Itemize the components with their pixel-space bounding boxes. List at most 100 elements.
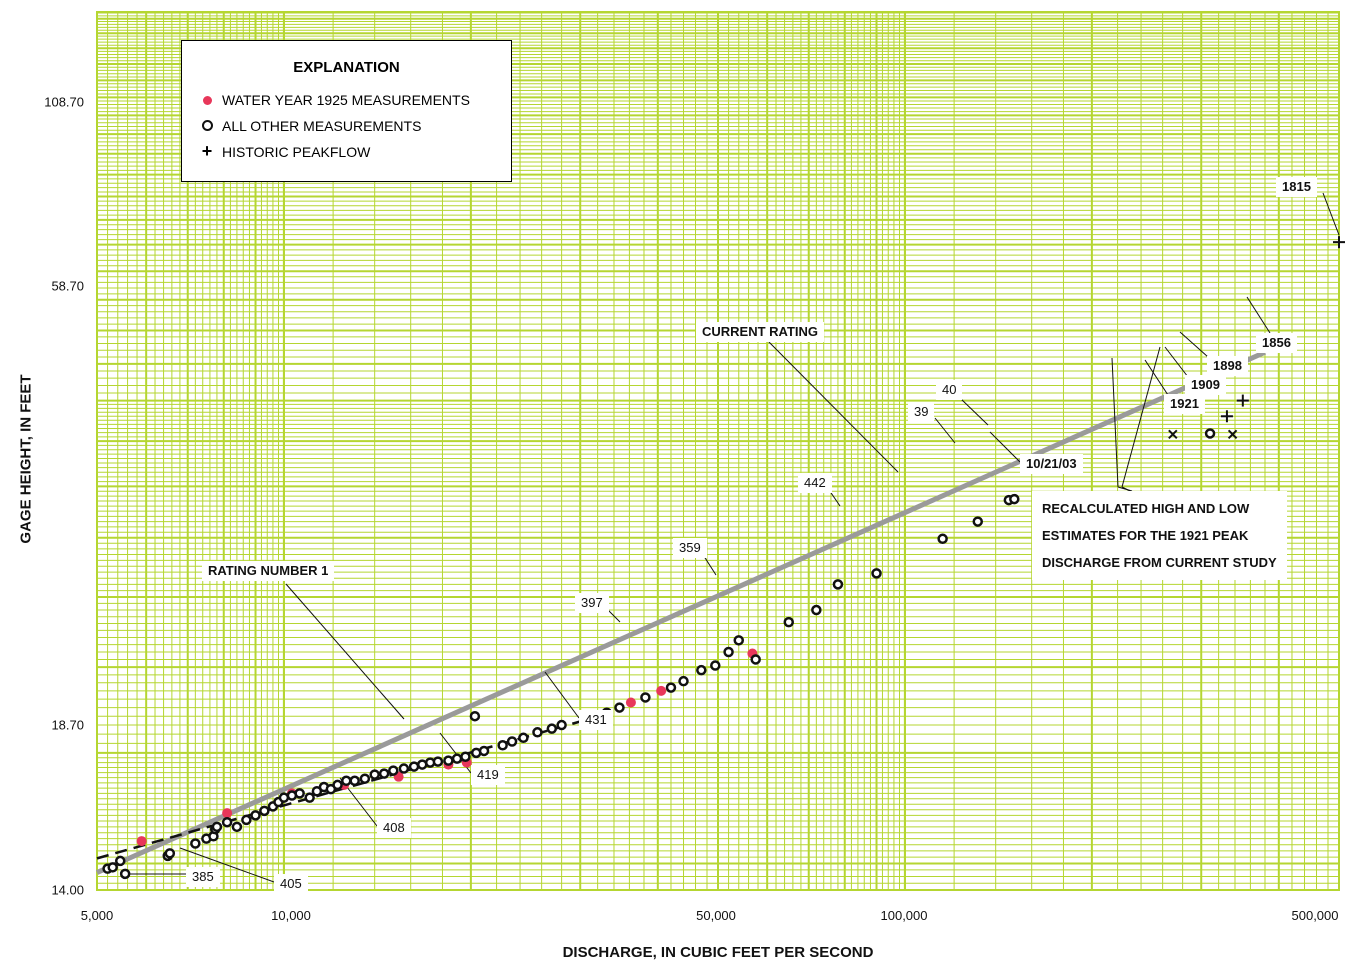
measurement-point (478, 745, 490, 757)
y-tick-label: 14.00 (51, 882, 84, 898)
water-year-1925-point (625, 697, 636, 708)
y-tick-label: 58.70 (51, 278, 84, 294)
measurement-point (723, 646, 734, 658)
x-axis-label: DISCHARGE, IN CUBIC FEET PER SECOND (562, 944, 874, 961)
current-rating-label: CURRENT RATING (696, 322, 825, 342)
annotation-label: 10/21/03 (1020, 454, 1083, 474)
y-tick-label: 108.70 (44, 94, 84, 110)
annotation-leader (1246, 296, 1271, 334)
measurement-point (241, 814, 252, 826)
measurement-point (451, 753, 463, 764)
measurement-point (231, 821, 243, 833)
annotation-label: 408 (377, 818, 411, 838)
measurement-point (221, 816, 233, 828)
measurement-point (211, 821, 223, 833)
y-tick-label: 18.70 (51, 717, 84, 733)
annotation-label: 431 (579, 710, 613, 730)
annotation-leader (1164, 346, 1189, 378)
measurement-point (369, 769, 380, 780)
legend-entry: ALL OTHER MEASUREMENTS (200, 118, 421, 134)
measurement-point (546, 723, 558, 734)
annotation-leader (1144, 359, 1169, 396)
measurement-point (783, 616, 795, 628)
annotation-leader (179, 847, 275, 883)
annotation-label: 442 (798, 473, 832, 493)
measurement-point (640, 692, 651, 703)
annotation-leader (544, 671, 580, 719)
current-rating-line (95, 349, 1267, 875)
measurement-point (710, 660, 721, 671)
measurement-point (497, 740, 508, 751)
measurement-point (107, 862, 118, 873)
measurement-point (349, 775, 360, 787)
historic-peakflow-point (1236, 394, 1249, 407)
legend-title: EXPLANATION (293, 59, 400, 76)
annotation-leader (1117, 486, 1133, 492)
measurement-point (832, 579, 844, 590)
x-tick-label: 100,000 (880, 908, 928, 923)
annotation-label: 405 (274, 874, 308, 894)
y-axis-label: GAGE HEIGHT, IN FEET (17, 374, 35, 544)
x-tick-label: 10,000 (271, 908, 311, 923)
recalculated-estimates-note: RECALCULATED HIGH AND LOW ESTIMATES FOR … (1032, 491, 1287, 580)
measurement-point (678, 675, 689, 687)
recalculated-estimate-point (1227, 429, 1238, 440)
annotation-label: 1815 (1276, 177, 1317, 197)
chart-legend: EXPLANATION WATER YEAR 1925 MEASUREMENTS… (181, 40, 512, 182)
measurement-point (469, 710, 481, 722)
measurement-point (460, 751, 471, 762)
annotation-label: 1856 (1256, 333, 1297, 353)
annotation-leader (764, 337, 899, 473)
measurement-point (164, 848, 176, 859)
measurement-point (250, 810, 261, 821)
historic-peakflow-point (1220, 410, 1233, 423)
measurement-point (432, 756, 444, 767)
water-year-1925-point (136, 836, 147, 847)
open-circle-icon (200, 118, 214, 134)
measurement-point (1204, 428, 1216, 439)
annotation-label: 1898 (1207, 356, 1248, 376)
water-year-1925-point (222, 808, 233, 819)
plus-icon: + (201, 141, 213, 161)
measurement-point (304, 792, 315, 803)
annotation-leader (959, 397, 989, 426)
measurement-point (332, 779, 343, 791)
plot-border (96, 11, 1340, 891)
measurement-point (294, 788, 305, 799)
measurement-point (443, 755, 454, 766)
measurement-point (556, 719, 567, 731)
annotation-leader (934, 417, 956, 444)
x-tick-label: 500,000 (1291, 908, 1339, 923)
water-year-1925-point (656, 685, 667, 696)
measurement-point (398, 763, 410, 774)
measurement-point (665, 682, 677, 693)
recalculated-estimate-point (1168, 429, 1178, 440)
measurement-point (733, 635, 745, 646)
annotation-leader (1121, 346, 1161, 488)
measurement-point (341, 775, 352, 787)
annotation-leader (1179, 331, 1209, 358)
measurement-point (378, 768, 390, 779)
measurement-point (190, 838, 201, 849)
annotation-leader (285, 583, 405, 720)
measurement-point (1009, 493, 1020, 505)
x-tick-label: 50,000 (696, 908, 736, 923)
measurement-point (119, 868, 131, 880)
measurement-point (811, 604, 822, 616)
data-marks (102, 236, 1345, 880)
annotation-label: 359 (673, 538, 707, 558)
measurement-point (388, 765, 399, 776)
measurement-point (408, 761, 420, 772)
historic-peakflow-point (1333, 236, 1345, 249)
measurement-point (506, 736, 518, 747)
annotation-label: 385 (186, 867, 220, 887)
annotation-leader (1111, 357, 1119, 488)
measurement-point (871, 568, 882, 579)
measurement-point (614, 702, 625, 713)
annotation-leader (1322, 192, 1340, 236)
measurement-point (359, 773, 371, 784)
measurement-point (937, 533, 948, 545)
measurement-point (114, 855, 126, 867)
annotation-label: 397 (575, 593, 609, 613)
annotation-leader (989, 431, 1021, 463)
